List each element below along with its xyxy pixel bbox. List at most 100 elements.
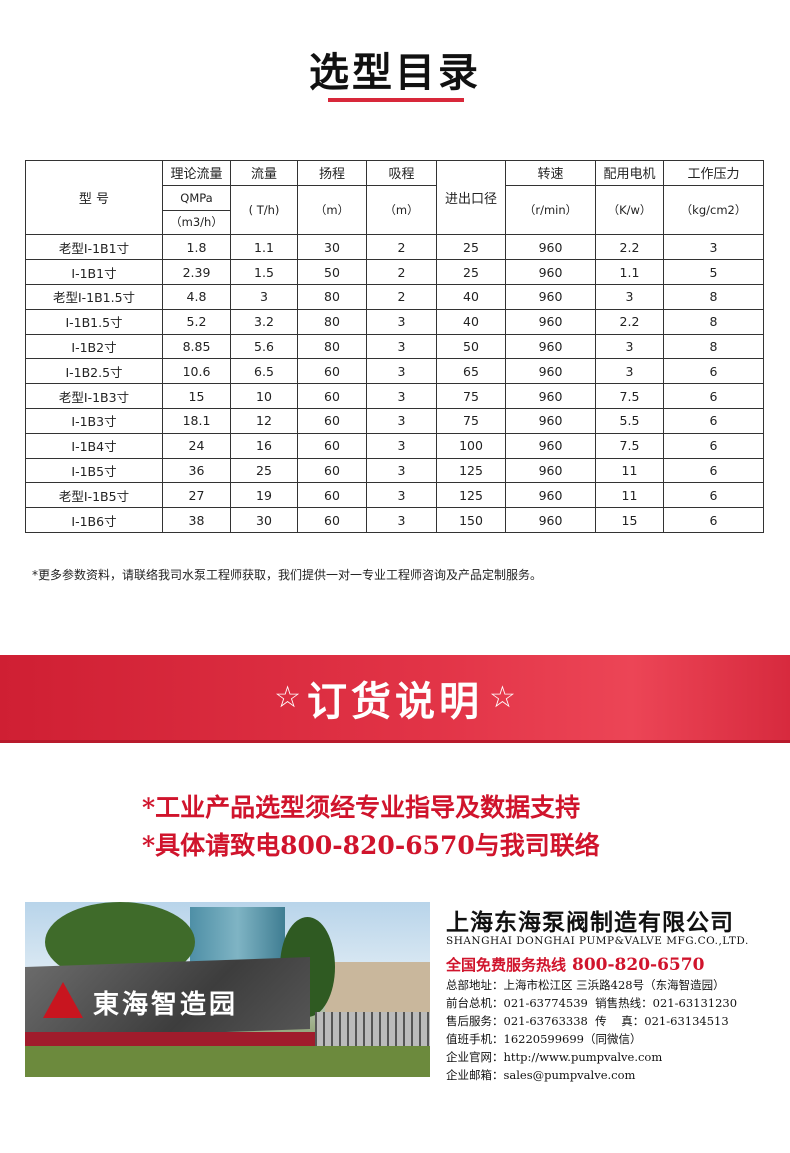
- table-row: I-1B5寸 36 25 60 3 125 960 11 6: [25, 457, 764, 484]
- cell-motor: 5.5: [595, 407, 664, 434]
- cell-head: 60: [297, 407, 367, 434]
- table-row: I-1B1寸 2.39 1.5 50 2 25 960 1.1 5: [25, 259, 764, 285]
- cell-model: I-1B1寸: [25, 259, 163, 285]
- cell-suction: 3: [366, 507, 437, 533]
- cell-motor: 7.5: [595, 432, 664, 459]
- cell-flow: 12: [230, 407, 298, 434]
- address: 总部地址：上海市松江区 三浜路428号（东海智造园）: [446, 978, 725, 992]
- cell-speed: 960: [505, 333, 596, 360]
- cell-pressure: 6: [663, 383, 764, 409]
- footnote: *更多参数资料，请联络我司水泵工程师获取，我们提供一对一专业工程师咨询及产品定制…: [32, 568, 543, 582]
- cell-theory-flow: 2.39: [162, 259, 231, 285]
- cell-pressure: 8: [663, 308, 764, 335]
- cell-pressure: 6: [663, 407, 764, 434]
- cell-theory-flow: 1.8: [162, 234, 231, 261]
- cell-flow: 1.5: [230, 259, 298, 285]
- cell-flow: 3: [230, 283, 298, 310]
- cell-pressure: 6: [663, 457, 764, 484]
- cell-suction: 3: [366, 308, 437, 335]
- cell-motor: 1.1: [595, 259, 664, 285]
- header-motor-unit: （K/w）: [595, 184, 664, 236]
- cell-motor: 7.5: [595, 383, 664, 409]
- cell-suction: 3: [366, 432, 437, 459]
- cell-speed: 960: [505, 482, 596, 509]
- cell-port: 65: [436, 358, 506, 385]
- order-line-2: *具体请致电800-820-6570与我司联络: [142, 831, 600, 860]
- cell-port: 125: [436, 482, 506, 509]
- factory-photo: 東海智造园: [25, 902, 430, 1077]
- phone-front-desk: 前台总机：021-63774539 销售热线：021-63131230: [446, 996, 738, 1010]
- flower-bed: [25, 1032, 315, 1046]
- lawn: [25, 1046, 430, 1077]
- email[interactable]: 企业邮箱：sales@pumpvalve.com: [446, 1068, 636, 1082]
- cell-head: 60: [297, 507, 367, 533]
- cell-speed: 960: [505, 358, 596, 385]
- header-speed: 转速: [505, 160, 596, 186]
- cell-port: 40: [436, 283, 506, 310]
- cell-suction: 2: [366, 234, 437, 261]
- header-head: 扬程: [297, 160, 367, 186]
- cell-pressure: 6: [663, 482, 764, 509]
- phone-after-sales: 售后服务：021-63763338 传 真：021-63134513: [446, 1014, 729, 1028]
- cell-head: 60: [297, 358, 367, 385]
- header-suction: 吸程: [366, 160, 437, 186]
- header-theory-flow: 理论流量: [162, 160, 231, 186]
- cell-speed: 960: [505, 457, 596, 484]
- cell-suction: 3: [366, 457, 437, 484]
- star-icon: ☆: [489, 680, 516, 715]
- cell-theory-flow: 15: [162, 383, 231, 409]
- cell-model: I-1B3寸: [25, 407, 163, 434]
- header-theory-flow-unit2: （m3/h）: [162, 209, 231, 236]
- cell-speed: 960: [505, 507, 596, 533]
- cell-suction: 3: [366, 383, 437, 409]
- table-row: I-1B1.5寸 5.2 3.2 80 3 40 960 2.2 8: [25, 308, 764, 335]
- cell-head: 50: [297, 259, 367, 285]
- cell-pressure: 5: [663, 259, 764, 285]
- cell-pressure: 8: [663, 333, 764, 360]
- company-name-en: SHANGHAI DONGHAI PUMP&VALVE MFG.CO.,LTD.: [446, 935, 749, 947]
- cell-head: 80: [297, 308, 367, 335]
- cell-head: 60: [297, 482, 367, 509]
- cell-theory-flow: 18.1: [162, 407, 231, 434]
- header-head-unit: （m）: [297, 184, 367, 236]
- cell-speed: 960: [505, 308, 596, 335]
- cell-model: I-1B2寸: [25, 333, 163, 360]
- company-name-cn: 上海东海泵阀制造有限公司: [446, 910, 734, 936]
- cell-model: I-1B5寸: [25, 457, 163, 484]
- hotline-label: 全国免费服务热线: [446, 956, 567, 974]
- cell-model: 老型I-1B5寸: [25, 482, 163, 509]
- hotline: 全国免费服务热线 800-820-6570: [446, 954, 704, 975]
- cell-port: 100: [436, 432, 506, 459]
- cell-model: I-1B6寸: [25, 507, 163, 533]
- cell-motor: 3: [595, 358, 664, 385]
- cell-port: 75: [436, 383, 506, 409]
- table-row: 老型I-1B5寸 27 19 60 3 125 960 11 6: [25, 482, 764, 509]
- cell-port: 25: [436, 234, 506, 261]
- cell-port: 50: [436, 333, 506, 360]
- order-banner: ☆ 订货说明 ☆: [0, 655, 790, 743]
- header-suction-unit: （m）: [366, 184, 437, 236]
- cell-head: 80: [297, 333, 367, 360]
- cell-theory-flow: 27: [162, 482, 231, 509]
- cell-motor: 11: [595, 457, 664, 484]
- cell-theory-flow: 36: [162, 457, 231, 484]
- cell-port: 75: [436, 407, 506, 434]
- website[interactable]: 企业官网：http://www.pumpvalve.com: [446, 1050, 663, 1064]
- header-pressure-unit: （kg/cm2）: [663, 184, 764, 236]
- cell-speed: 960: [505, 259, 596, 285]
- order-line-1: *工业产品选型须经专业指导及数据支持: [142, 793, 581, 822]
- table-row: I-1B2.5寸 10.6 6.5 60 3 65 960 3 6: [25, 358, 764, 385]
- cell-motor: 15: [595, 507, 664, 533]
- cell-speed: 960: [505, 383, 596, 409]
- mobile: 值班手机：16220599699（同微信）: [446, 1032, 642, 1046]
- table-row: 老型I-1B1寸 1.8 1.1 30 2 25 960 2.2 3: [25, 234, 764, 261]
- hotline-number: 800-820-6570: [572, 955, 705, 975]
- table-row: I-1B6寸 38 30 60 3 150 960 15 6: [25, 507, 764, 533]
- selection-table: 型 号 理论流量 流量 扬程 吸程 进出口径 转速 配用电机 工作压力 QMPa…: [25, 159, 764, 533]
- cell-flow: 25: [230, 457, 298, 484]
- cell-theory-flow: 4.8: [162, 283, 231, 310]
- header-port: 进出口径: [436, 159, 506, 236]
- table-row: I-1B4寸 24 16 60 3 100 960 7.5 6: [25, 432, 764, 459]
- cell-speed: 960: [505, 283, 596, 310]
- cell-flow: 6.5: [230, 358, 298, 385]
